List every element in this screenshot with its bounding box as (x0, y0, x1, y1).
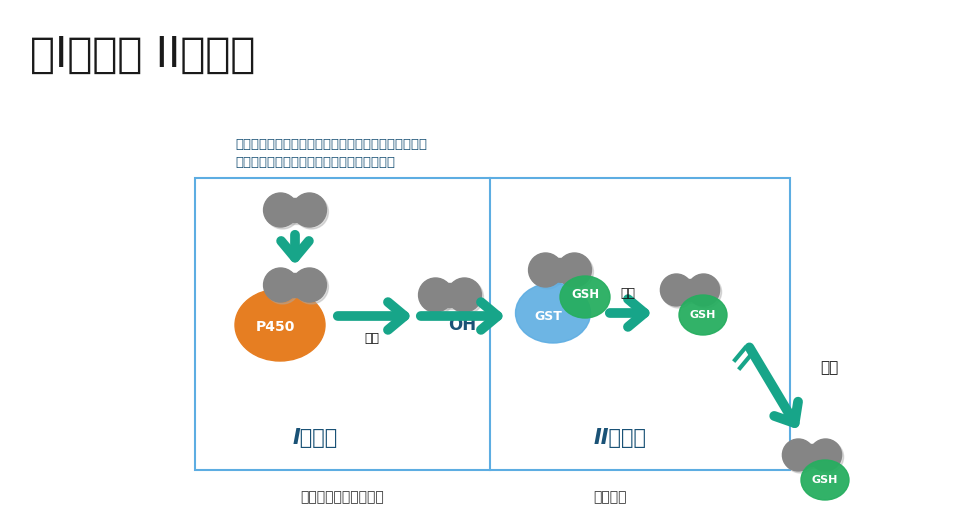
Circle shape (662, 276, 694, 308)
Circle shape (264, 268, 298, 302)
Text: 代謝: 代謝 (620, 287, 636, 300)
Text: 酸化・加水分解・還元: 酸化・加水分解・還元 (300, 490, 384, 504)
Ellipse shape (560, 276, 610, 318)
Bar (547, 260, 576, 284)
Circle shape (420, 280, 454, 314)
Circle shape (293, 268, 326, 302)
Text: II相反応: II相反応 (593, 428, 646, 448)
Circle shape (809, 439, 842, 471)
Bar (280, 273, 309, 297)
Text: GST: GST (534, 311, 562, 323)
Ellipse shape (801, 460, 849, 500)
Text: P450: P450 (255, 320, 295, 334)
Circle shape (266, 270, 300, 304)
Bar (282, 200, 311, 224)
Circle shape (558, 253, 591, 287)
Bar (799, 444, 826, 466)
Circle shape (266, 195, 300, 229)
Circle shape (295, 195, 328, 229)
Bar (677, 279, 704, 301)
Circle shape (293, 193, 326, 227)
Text: GSH: GSH (571, 288, 599, 301)
Circle shape (419, 278, 452, 312)
Circle shape (660, 274, 692, 306)
Circle shape (782, 439, 814, 471)
Bar (280, 198, 309, 222)
Circle shape (531, 255, 564, 289)
Text: I相反応: I相反応 (293, 428, 338, 448)
Text: 第I相と第 II相反応: 第I相と第 II相反応 (30, 34, 255, 76)
FancyBboxPatch shape (195, 178, 790, 470)
Text: 代謝: 代謝 (365, 332, 379, 345)
Bar (282, 275, 311, 299)
Bar (679, 281, 706, 303)
Circle shape (560, 255, 593, 289)
Text: 排泄: 排泄 (820, 360, 838, 375)
Text: （抱合）: （抱合） (593, 490, 627, 504)
Circle shape (784, 441, 816, 473)
Text: ホルモン、ビタミン、エイコサノイドなど）: ホルモン、ビタミン、エイコサノイドなど） (235, 156, 395, 168)
Text: GSH: GSH (690, 310, 716, 320)
Text: OH: OH (448, 316, 476, 334)
Bar (438, 285, 467, 309)
Ellipse shape (679, 295, 727, 335)
Ellipse shape (516, 283, 590, 343)
Bar (436, 283, 465, 307)
Circle shape (811, 441, 844, 473)
Circle shape (529, 253, 563, 287)
Text: GSH: GSH (812, 475, 838, 485)
Circle shape (295, 270, 328, 304)
Circle shape (689, 276, 722, 308)
Circle shape (264, 193, 298, 227)
Circle shape (449, 280, 484, 314)
Text: 基質（環境汚染物質、薬物、食品添加物、ステロイド: 基質（環境汚染物質、薬物、食品添加物、ステロイド (235, 139, 427, 151)
Bar (545, 258, 574, 282)
Ellipse shape (235, 289, 325, 361)
Bar (801, 446, 828, 468)
Circle shape (447, 278, 482, 312)
Circle shape (687, 274, 720, 306)
